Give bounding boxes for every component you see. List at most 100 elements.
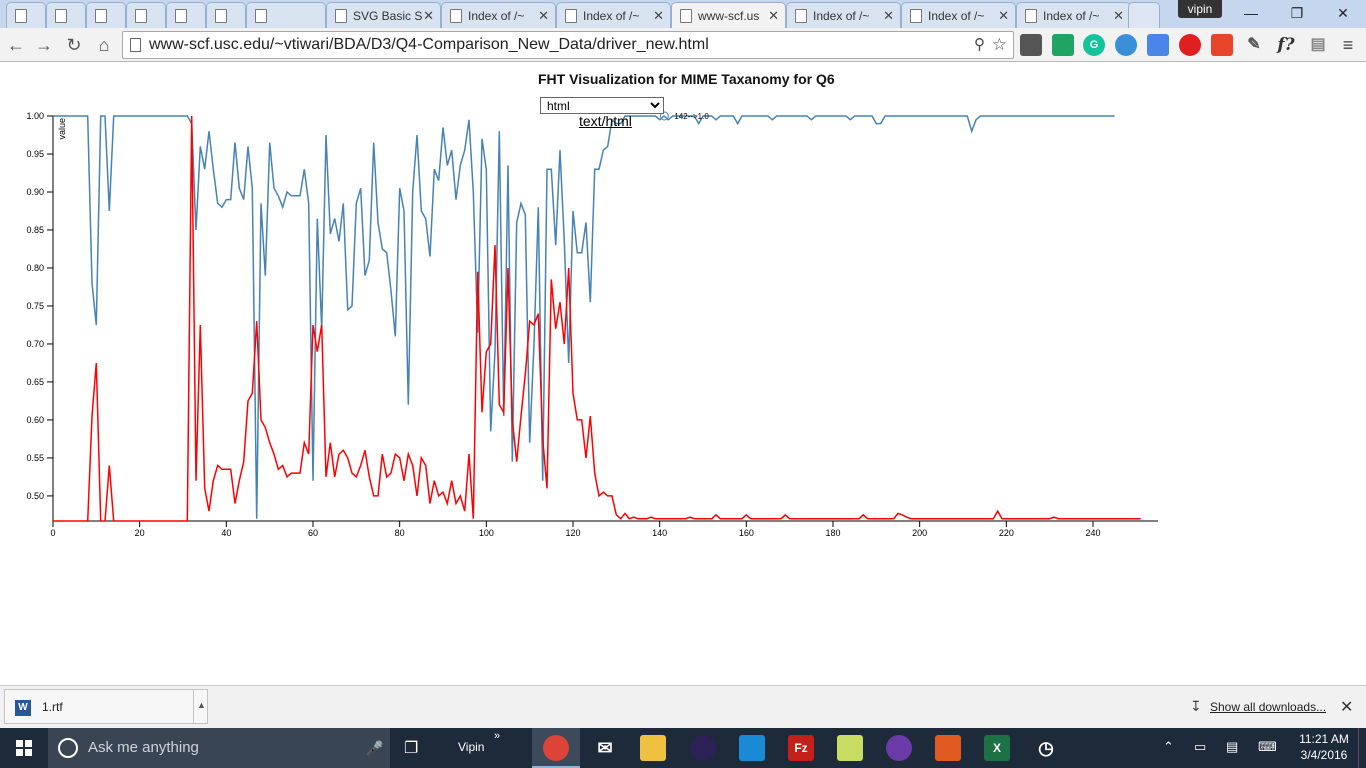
sticky-notes-taskbar-icon[interactable] (837, 735, 863, 761)
tab-close-icon[interactable]: ✕ (998, 8, 1009, 23)
grammarly-icon[interactable]: G (1083, 34, 1105, 56)
keyboard-icon[interactable]: ⌨ (1258, 739, 1277, 754)
tab-favicon-icon (910, 8, 922, 23)
tab-favicon-icon (55, 8, 67, 23)
forward-icon[interactable]: → (35, 35, 53, 55)
file-explorer-taskbar-icon[interactable] (640, 735, 666, 761)
tab-close-icon[interactable]: ✕ (1113, 8, 1124, 23)
browser-tab-5[interactable] (206, 2, 246, 28)
y-tick-label: 1.00 (26, 111, 44, 121)
new-tab-button[interactable] (1128, 2, 1160, 28)
overflow-icon[interactable]: » (494, 730, 501, 742)
minimize-button[interactable]: — (1244, 5, 1258, 21)
battery-icon[interactable]: ▭ (1194, 739, 1207, 754)
tab-close-icon[interactable]: ✕ (768, 8, 779, 23)
x-tick-label: 240 (1085, 528, 1100, 538)
home-icon[interactable]: ⌂ (98, 35, 110, 55)
browser-tab-11[interactable]: Index of /~ ✕ (786, 2, 901, 28)
browser-tab-13[interactable]: Index of /~ ✕ (1016, 2, 1131, 28)
browser-tab-0[interactable] (6, 2, 46, 28)
browser-tab-1[interactable] (46, 2, 86, 28)
hover-value-label: 142-->1.0 (674, 112, 709, 121)
show-all-downloads-link[interactable]: Show all downloads... (1210, 700, 1327, 714)
profile-button[interactable]: vipin (1178, 0, 1222, 18)
cortana-icon (58, 738, 78, 758)
clock-time: 11:21 AM (1299, 732, 1349, 746)
microphone-icon[interactable]: 🎤 (366, 740, 384, 756)
cortana-search-box[interactable]: Ask me anything 🎤 (48, 728, 390, 768)
browser-tab-2[interactable] (86, 2, 126, 28)
bookmark-star-icon[interactable]: ☆ (991, 35, 1007, 54)
y-tick-label: 0.60 (26, 415, 44, 425)
task-view-icon[interactable]: ❐ (404, 740, 419, 757)
x-tick-label: 200 (912, 528, 927, 538)
tab-close-icon[interactable]: ✕ (538, 8, 549, 23)
pocket-icon[interactable] (1020, 34, 1042, 56)
browser-tab-12[interactable]: Index of /~ ✕ (901, 2, 1016, 28)
reader-icon[interactable]: ▤ (1310, 36, 1326, 53)
download-item[interactable]: W 1.rtf ▲ (4, 689, 208, 724)
reload-icon[interactable]: ↻ (66, 35, 82, 55)
tab-close-icon[interactable]: ✕ (883, 8, 894, 23)
adblock-icon[interactable] (1179, 34, 1201, 56)
y-tick-label: 0.65 (26, 377, 44, 387)
browser-tab-6[interactable] (246, 2, 326, 28)
menu-icon[interactable]: ≡ (1342, 35, 1354, 55)
browser-tab-9[interactable]: Index of /~ ✕ (556, 2, 671, 28)
git-taskbar-icon[interactable] (886, 735, 912, 761)
mail-taskbar-icon[interactable]: ✉ (597, 738, 613, 758)
filezilla-taskbar-icon[interactable]: Fz (788, 735, 814, 761)
close-download-bar-icon[interactable]: ✕ (1340, 699, 1354, 716)
browser-tab-8[interactable]: Index of /~ ✕ (441, 2, 556, 28)
tab-favicon-icon (255, 8, 267, 23)
browser-tab-4[interactable] (166, 2, 206, 28)
show-desktop-button[interactable] (1358, 728, 1366, 768)
system-clock[interactable]: 11:21 AM 3/4/2016 (1296, 731, 1352, 763)
tab-strip: SVG Basic S ✕ Index of /~ ✕ Index of /~ ✕ www-… (0, 0, 1366, 28)
tab-favicon-icon (795, 8, 807, 23)
back-icon[interactable]: ← (7, 35, 25, 55)
excel-taskbar-icon[interactable]: X (984, 735, 1010, 761)
download-menu-button[interactable]: ▲ (193, 690, 209, 723)
eyedropper-icon[interactable]: ✎ (1247, 36, 1261, 53)
close-window-button[interactable]: ✕ (1337, 5, 1349, 21)
alarms-taskbar-icon[interactable]: ◷ (1038, 738, 1054, 758)
x-tick-label: 60 (308, 528, 318, 538)
x-tick-label: 140 (652, 528, 667, 538)
x-tick-label: 160 (739, 528, 754, 538)
tab-close-icon[interactable]: ✕ (423, 8, 434, 23)
chrome-taskbar-icon[interactable] (543, 735, 569, 761)
translate-icon[interactable] (1147, 34, 1169, 56)
tab-close-icon[interactable]: ✕ (653, 8, 664, 23)
mime-type-label: text/html (579, 113, 632, 129)
formula-icon[interactable]: f? (1277, 35, 1295, 55)
address-bar[interactable]: www-scf.usc.edu/~vtiwari/BDA/D3/Q4-Compa… (122, 31, 1014, 59)
windows-start-icon[interactable] (0, 728, 48, 768)
y-tick-label: 0.80 (26, 263, 44, 273)
tab-label: Index of /~ (468, 8, 525, 23)
app-taskbar-icon[interactable] (739, 735, 765, 761)
tab-favicon-icon (450, 8, 462, 23)
eclipse-taskbar-icon[interactable] (690, 735, 716, 761)
action-center-icon[interactable]: ▤ (1226, 739, 1239, 754)
y-tick-label: 0.85 (26, 225, 44, 235)
hover-point-marker (659, 111, 669, 121)
tab-favicon-icon (1025, 8, 1037, 23)
zoom-icon[interactable]: ⚲ (974, 36, 985, 53)
timer-icon[interactable] (1115, 34, 1137, 56)
download-bar: W 1.rtf ▲ ↧ Show all downloads... ✕ (0, 685, 1366, 728)
browser-tab-3[interactable] (126, 2, 166, 28)
show-hidden-icons-icon[interactable]: ⌃ (1163, 739, 1174, 754)
taskbar-user-label[interactable]: Vipin (458, 740, 485, 754)
y-tick-label: 0.90 (26, 187, 44, 197)
browser-tab-7[interactable]: SVG Basic S ✕ (326, 2, 441, 28)
mime-type-select[interactable]: html (540, 97, 664, 114)
extension-icon[interactable] (1211, 34, 1233, 56)
x-tick-label: 180 (825, 528, 840, 538)
maximize-button[interactable]: ❐ (1290, 5, 1304, 21)
browser-tab-10[interactable]: www-scf.us ✕ (671, 2, 786, 28)
office-taskbar-icon[interactable] (935, 735, 961, 761)
x-tick-label: 20 (135, 528, 145, 538)
google-drive-icon[interactable] (1052, 34, 1074, 56)
taskbar: Ask me anything 🎤 ❐ Vipin » ✉ Fz X ◷ ⌃ ▭… (0, 728, 1366, 768)
